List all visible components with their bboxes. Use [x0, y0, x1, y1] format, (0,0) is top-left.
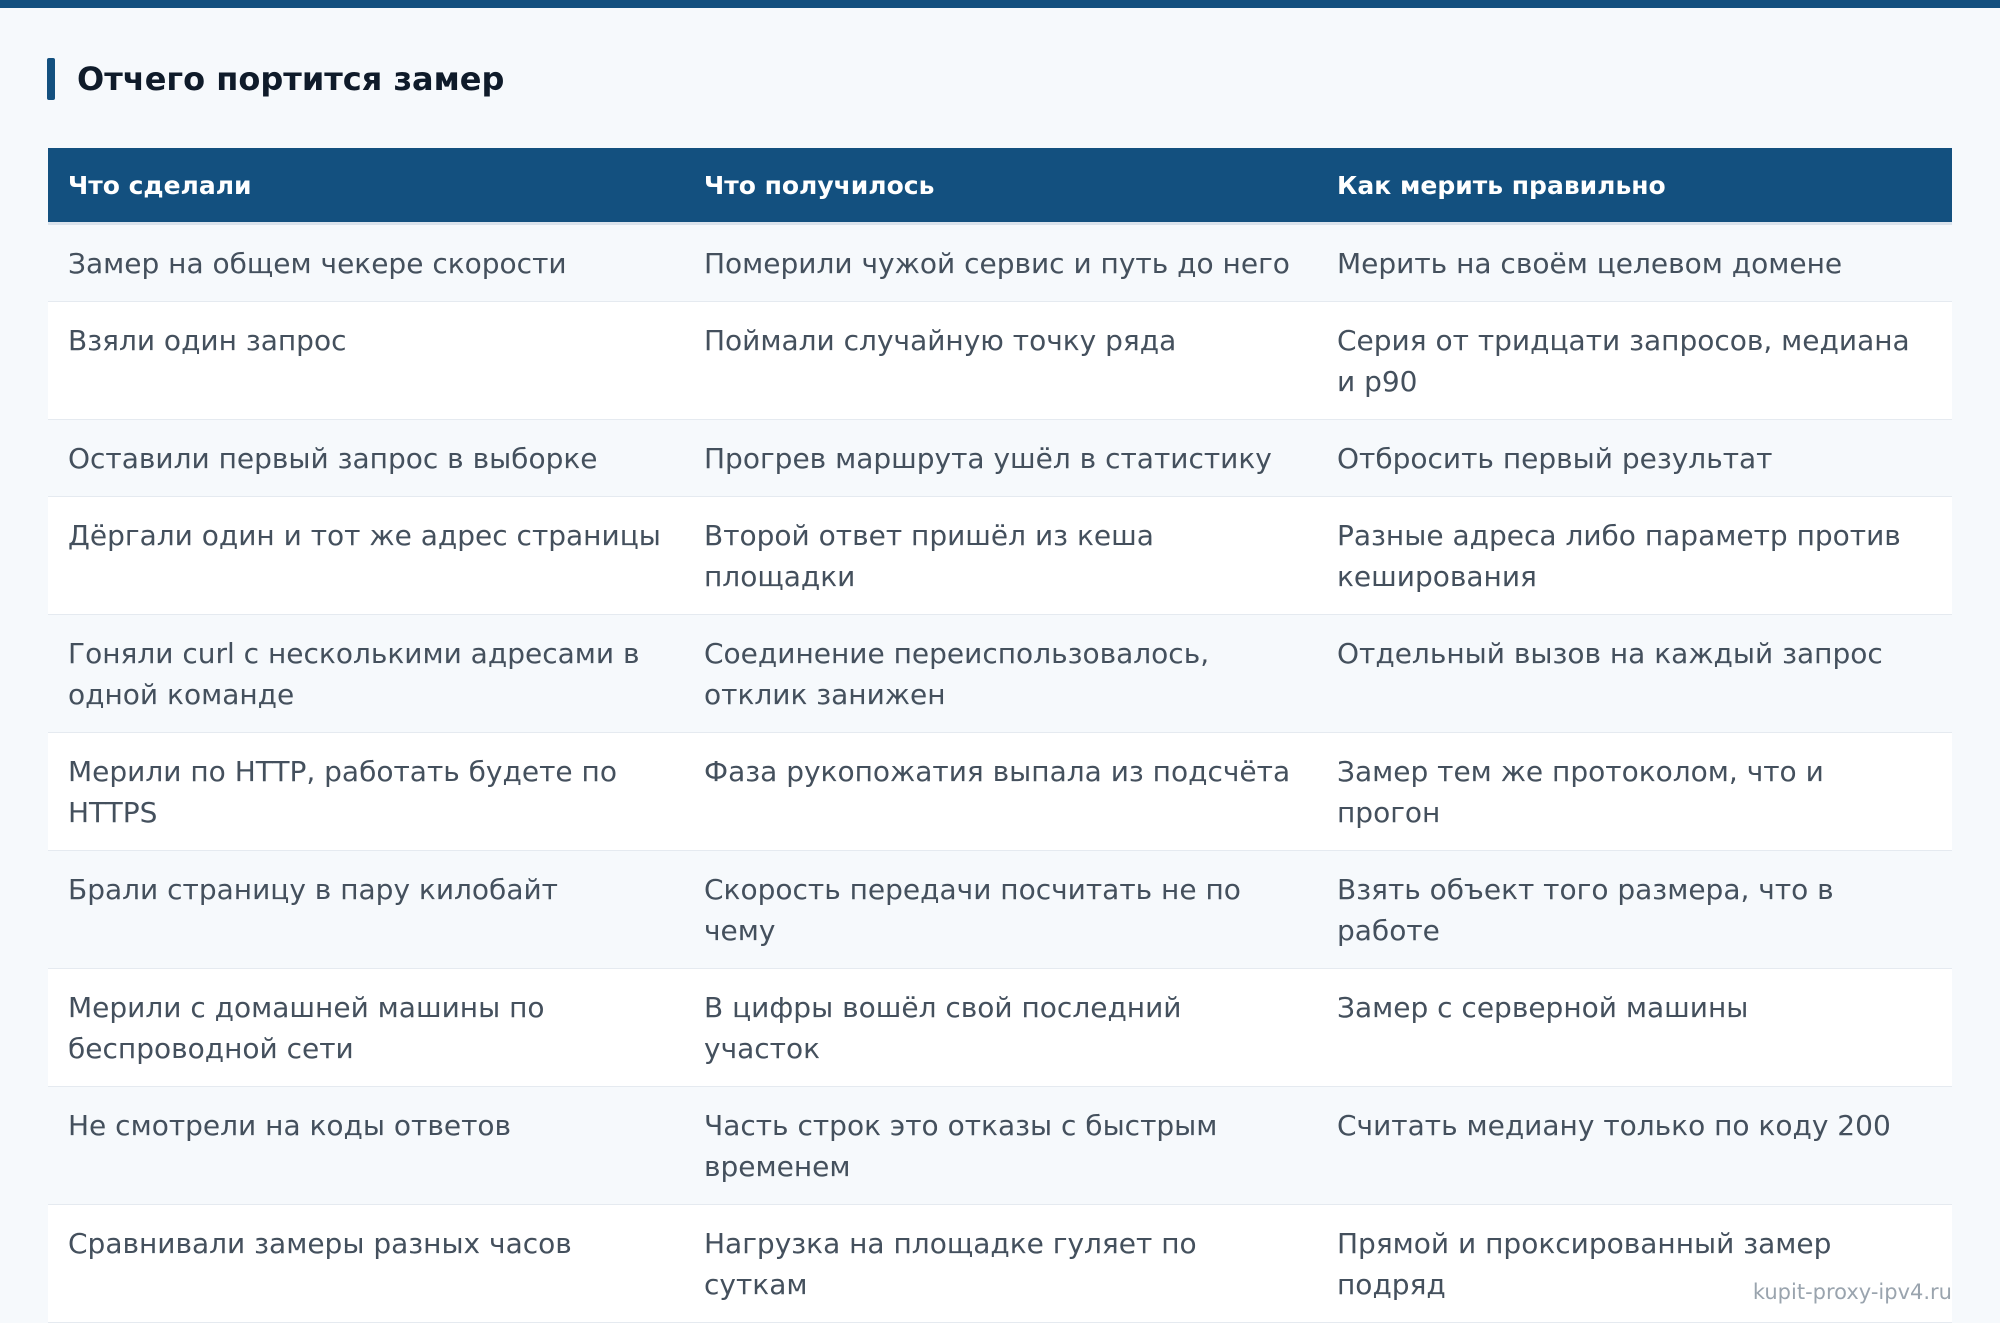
- mistakes-table: Что сделали Что получилось Как мерить пр…: [48, 148, 1952, 1323]
- table-row: Брали страницу в пару килобайт Скорость …: [48, 850, 1952, 969]
- cell-action: Взяли один запрос: [48, 301, 684, 420]
- cell-fix: Отбросить первый результат: [1317, 419, 1952, 497]
- column-header-action: Что сделали: [48, 148, 684, 225]
- cell-result: Часть строк это отказы с быстрым времене…: [684, 1086, 1317, 1205]
- cell-fix: Разные адреса либо параметр против кешир…: [1317, 496, 1952, 615]
- top-accent-bar: [0, 0, 2000, 8]
- cell-action: Мерили по HTTP, работать будете по HTTPS: [48, 732, 684, 851]
- cell-fix: Считать медиану только по коду 200: [1317, 1086, 1952, 1205]
- cell-result: В цифры вошёл свой последний участок: [684, 968, 1317, 1087]
- table-row: Оставили первый запрос в выборке Прогрев…: [48, 419, 1952, 497]
- table-row: Мерили по HTTP, работать будете по HTTPS…: [48, 732, 1952, 851]
- cell-result: Нагрузка на площадке гуляет по суткам: [684, 1204, 1317, 1323]
- table-row: Замер на общем чекере скорости Померили …: [48, 223, 1952, 302]
- cell-fix: Мерить на своём целевом домене: [1317, 223, 1952, 302]
- cell-action: Гоняли curl с несколькими адресами в одн…: [48, 614, 684, 733]
- cell-result: Второй ответ пришёл из кеша площадки: [684, 496, 1317, 615]
- cell-result: Поймали случайную точку ряда: [684, 301, 1317, 420]
- cell-action: Мерили с домашней машины по беспроводной…: [48, 968, 684, 1087]
- table-row: Не смотрели на коды ответов Часть строк …: [48, 1086, 1952, 1205]
- table-header-row: Что сделали Что получилось Как мерить пр…: [48, 148, 1952, 225]
- heading-accent-marker: [47, 58, 55, 100]
- cell-result: Прогрев маршрута ушёл в статистику: [684, 419, 1317, 497]
- cell-fix: Отдельный вызов на каждый запрос: [1317, 614, 1952, 733]
- table-row: Гоняли curl с несколькими адресами в одн…: [48, 614, 1952, 733]
- cell-result: Соединение переиспользовалось, отклик за…: [684, 614, 1317, 733]
- section-heading: Отчего портится замер: [47, 58, 504, 100]
- section-title: Отчего портится замер: [77, 60, 505, 98]
- cell-action: Сравнивали замеры разных часов: [48, 1204, 684, 1323]
- cell-action: Не смотрели на коды ответов: [48, 1086, 684, 1205]
- cell-action: Оставили первый запрос в выборке: [48, 419, 684, 497]
- cell-action: Брали страницу в пару килобайт: [48, 850, 684, 969]
- table-row: Сравнивали замеры разных часов Нагрузка …: [48, 1204, 1952, 1323]
- cell-fix: Взять объект того размера, что в работе: [1317, 850, 1952, 969]
- cell-result: Фаза рукопожатия выпала из подсчёта: [684, 732, 1317, 851]
- cell-result: Померили чужой сервис и путь до него: [684, 223, 1317, 302]
- column-header-result: Что получилось: [684, 148, 1317, 225]
- column-header-fix: Как мерить правильно: [1317, 148, 1952, 225]
- cell-fix: Прямой и проксированный замер подряд: [1317, 1204, 1952, 1323]
- cell-action: Дёргали один и тот же адрес страницы: [48, 496, 684, 615]
- site-watermark: kupit-proxy-ipv4.ru: [1752, 1280, 1952, 1304]
- table-row: Дёргали один и тот же адрес страницы Вто…: [48, 496, 1952, 615]
- cell-result: Скорость передачи посчитать не по чему: [684, 850, 1317, 969]
- table-row: Мерили с домашней машины по беспроводной…: [48, 968, 1952, 1087]
- cell-action: Замер на общем чекере скорости: [48, 223, 684, 302]
- cell-fix: Замер тем же протоколом, что и прогон: [1317, 732, 1952, 851]
- table-row: Взяли один запрос Поймали случайную точк…: [48, 301, 1952, 420]
- cell-fix: Замер с серверной машины: [1317, 968, 1952, 1087]
- cell-fix: Серия от тридцати запросов, медиана и p9…: [1317, 301, 1952, 420]
